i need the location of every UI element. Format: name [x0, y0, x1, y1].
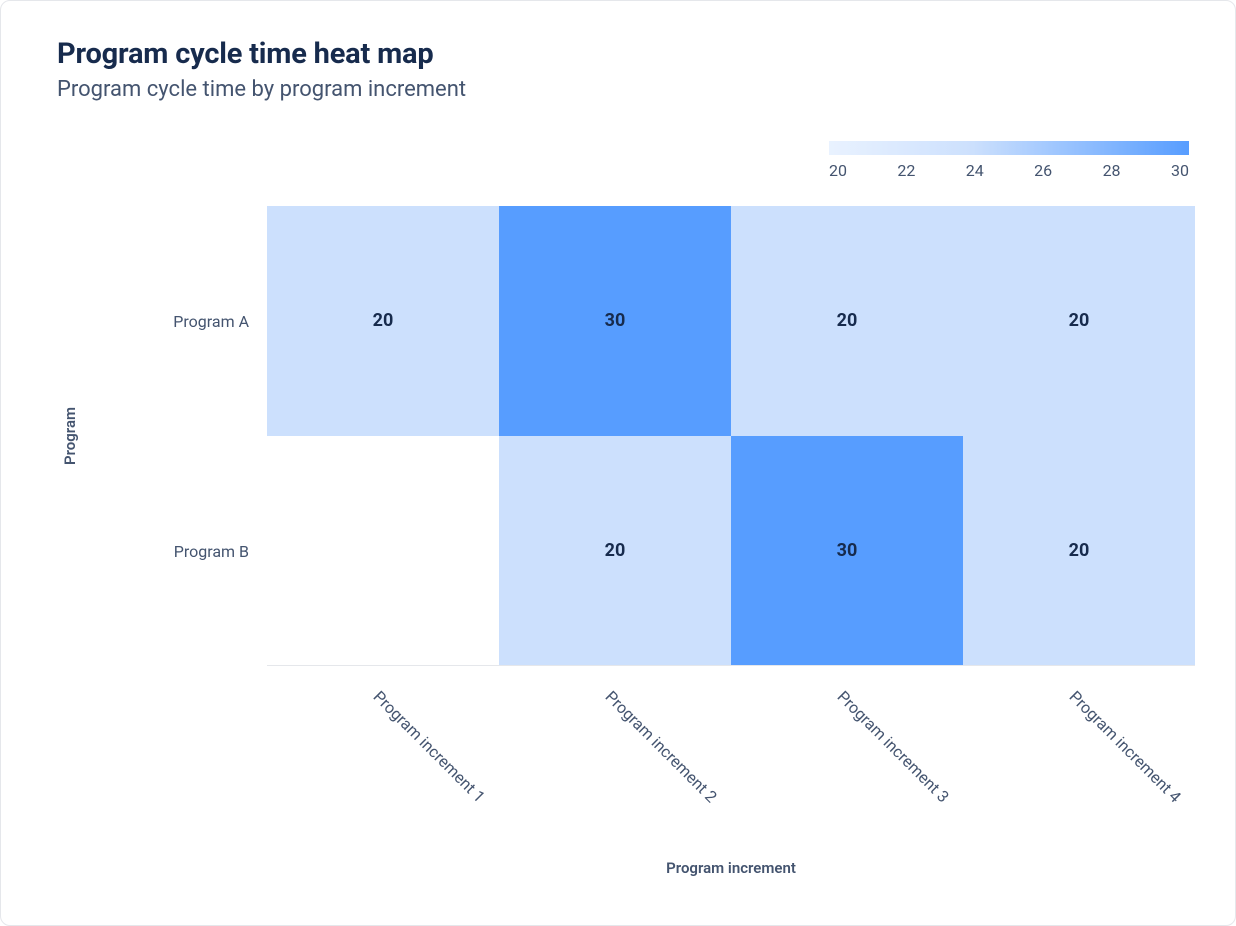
- y-axis-labels: Program AProgram B: [83, 206, 267, 666]
- x-axis-label-slot: Program increment 4: [963, 679, 1195, 839]
- heatmap-cell: 30: [731, 436, 963, 666]
- heatmap-cell: 20: [963, 436, 1195, 666]
- x-axis-label: Program increment 4: [1066, 687, 1185, 806]
- color-scale-tick: 28: [1103, 161, 1121, 180]
- color-scale-legend: 20 22 24 26 28 30: [829, 141, 1189, 180]
- color-scale-tick: 30: [1171, 161, 1189, 180]
- chart-subtitle: Program cycle time by program increment: [57, 77, 1195, 102]
- heatmap-row: 20302020: [267, 206, 1195, 436]
- chart-title: Program cycle time heat map: [57, 37, 1195, 71]
- color-scale-tick: 22: [897, 161, 915, 180]
- y-axis-label: Program A: [83, 206, 267, 436]
- x-axis-label-slot: Program increment 3: [731, 679, 963, 839]
- color-scale-tick: 24: [966, 161, 984, 180]
- heatmap-chart: Program Program AProgram B 2030202020302…: [57, 206, 1195, 666]
- heatmap-grid: 20302020203020: [267, 206, 1195, 666]
- x-axis-label-slot: Program increment 2: [499, 679, 731, 839]
- x-axis-labels: Program increment 1 Program increment 2 Pr…: [267, 679, 1195, 839]
- heatmap-cell: 20: [499, 436, 731, 666]
- x-axis-label-slot: Program increment 1: [267, 679, 499, 839]
- x-axis-label: Program increment 2: [602, 687, 721, 806]
- y-axis-title-container: Program: [57, 206, 83, 666]
- x-axis-label: Program increment 3: [834, 687, 953, 806]
- y-axis-title: Program: [61, 407, 79, 465]
- heatmap-cell: [267, 436, 499, 666]
- color-scale-tick: 20: [829, 161, 847, 180]
- heatmap-row: 203020: [267, 436, 1195, 666]
- color-scale-tick: 26: [1034, 161, 1052, 180]
- heatmap-cell: 20: [267, 206, 499, 436]
- heatmap-cell: 30: [499, 206, 731, 436]
- x-axis-title: Program increment: [267, 859, 1195, 877]
- color-scale-ticks: 20 22 24 26 28 30: [829, 161, 1189, 180]
- color-scale-gradient: [829, 141, 1189, 155]
- x-axis-label: Program increment 1: [370, 687, 489, 806]
- heatmap-cell: 20: [731, 206, 963, 436]
- y-axis-label: Program B: [83, 436, 267, 666]
- heatmap-cell: 20: [963, 206, 1195, 436]
- chart-card: Program cycle time heat map Program cycl…: [0, 0, 1236, 926]
